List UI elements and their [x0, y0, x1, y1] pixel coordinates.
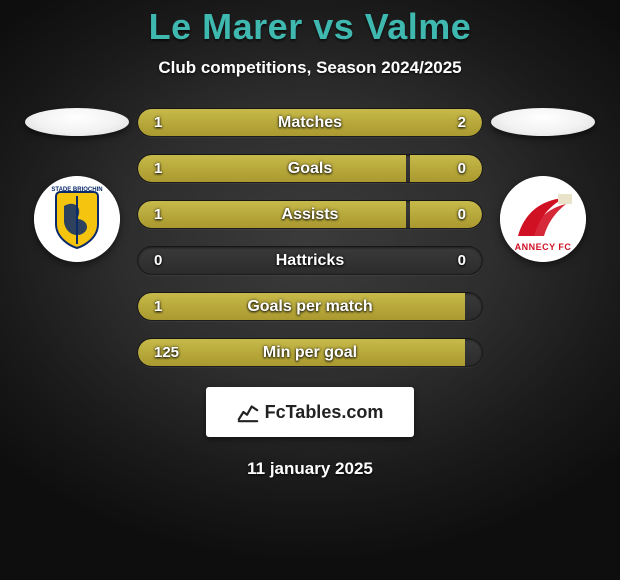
stat-row: 1Goals per match [137, 292, 483, 321]
date-label: 11 january 2025 [0, 459, 620, 479]
brand-box[interactable]: FcTables.com [206, 387, 414, 437]
stats-bars: 12Matches 10Goals 10Assists 00Hattricks 1Goa… [137, 108, 483, 367]
stat-row: 12Matches [137, 108, 483, 137]
stat-label: Hattricks [138, 247, 482, 274]
chart-line-icon [237, 401, 259, 423]
stat-label: Goals [138, 155, 482, 182]
right-club-badge: ANNECY FC [500, 176, 586, 262]
stat-label: Assists [138, 201, 482, 228]
stat-label: Matches [138, 109, 482, 136]
left-player-col: STADE BRIOCHIN [17, 108, 137, 262]
stat-row: 00Hattricks [137, 246, 483, 275]
stat-row: 10Goals [137, 154, 483, 183]
right-player-placeholder [491, 108, 595, 136]
stat-label: Goals per match [138, 293, 482, 320]
left-club-badge: STADE BRIOCHIN [34, 176, 120, 262]
stat-label: Min per goal [138, 339, 482, 366]
left-player-placeholder [25, 108, 129, 136]
svg-text:STADE BRIOCHIN: STADE BRIOCHIN [51, 187, 102, 193]
stat-row: 10Assists [137, 200, 483, 229]
page-title: Le Marer vs Valme [0, 6, 620, 48]
stat-row: 125Min per goal [137, 338, 483, 367]
club-logo-icon: ANNECY FC [500, 176, 586, 262]
right-player-col: ANNECY FC [483, 108, 603, 262]
shield-icon: STADE BRIOCHIN [34, 176, 120, 262]
subtitle: Club competitions, Season 2024/2025 [0, 58, 620, 78]
brand-label: FcTables.com [265, 402, 384, 423]
svg-text:ANNECY FC: ANNECY FC [515, 242, 572, 252]
comparison-row: STADE BRIOCHIN 12Matches 10Goals 10Assists… [0, 108, 620, 367]
